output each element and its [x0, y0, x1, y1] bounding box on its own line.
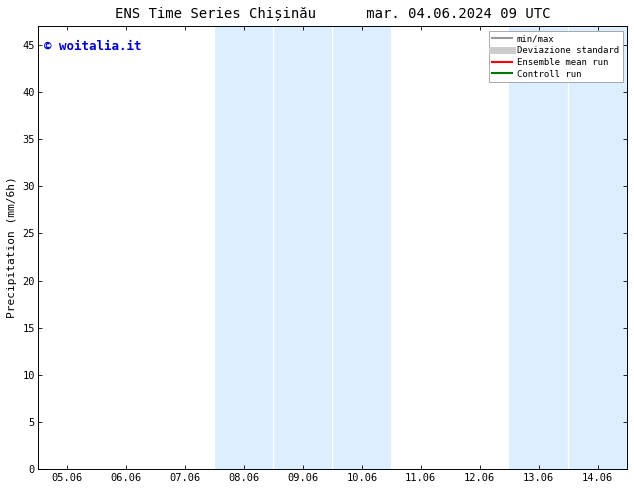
- Bar: [568, 26, 627, 469]
- Bar: [214, 26, 273, 469]
- Title: ENS Time Series Chișinău      mar. 04.06.2024 09 UTC: ENS Time Series Chișinău mar. 04.06.2024…: [115, 7, 550, 21]
- Bar: [509, 26, 568, 469]
- Y-axis label: Precipitation (mm/6h): Precipitation (mm/6h): [7, 177, 17, 318]
- Legend: min/max, Deviazione standard, Ensemble mean run, Controll run: min/max, Deviazione standard, Ensemble m…: [489, 31, 623, 82]
- Text: © woitalia.it: © woitalia.it: [44, 40, 141, 52]
- Bar: [273, 26, 332, 469]
- Bar: [332, 26, 391, 469]
